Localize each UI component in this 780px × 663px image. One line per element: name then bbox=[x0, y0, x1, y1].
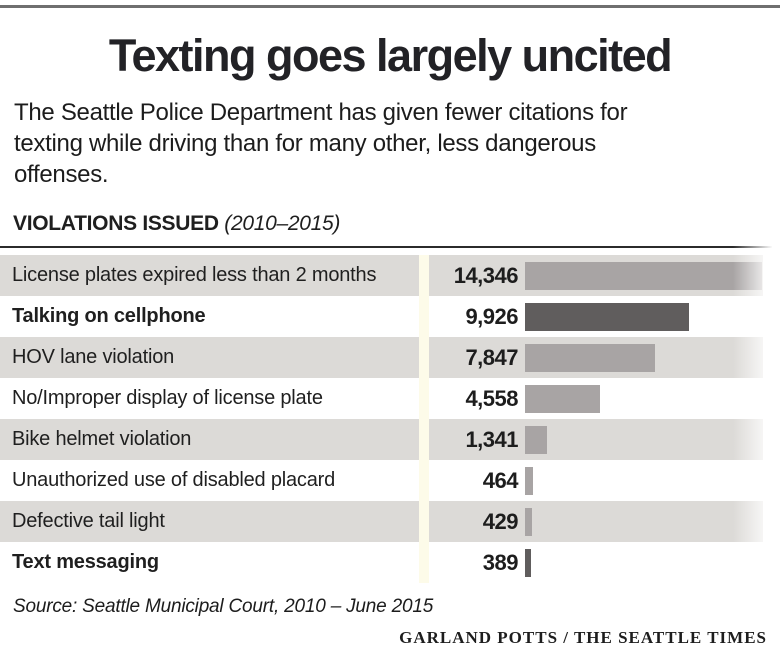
violation-count: 14,346 bbox=[453, 263, 519, 288]
violation-label: No/Improper display of license plate bbox=[12, 387, 323, 409]
violation-bar bbox=[525, 467, 533, 495]
top-divider bbox=[0, 5, 780, 8]
violation-bar bbox=[525, 385, 600, 413]
section-header: VIOLATIONS ISSUED (2010–2015) bbox=[13, 212, 340, 236]
violation-count: 389 bbox=[482, 550, 519, 575]
credit-line: GARLAND POTTS / THE SEATTLE TIMES bbox=[399, 628, 767, 647]
subtitle-line-2: texting while driving than for many othe… bbox=[14, 130, 596, 157]
section-divider bbox=[0, 246, 772, 248]
subtitle: The Seattle Police Department has given … bbox=[14, 97, 774, 190]
violation-label: Bike helmet violation bbox=[12, 428, 192, 450]
violation-count: 429 bbox=[482, 509, 519, 534]
page-title: Texting goes largely uncited bbox=[108, 30, 673, 81]
table-row: License plates expired less than 2 month… bbox=[0, 255, 763, 296]
violation-count: 1,341 bbox=[465, 427, 518, 452]
violation-count: 464 bbox=[482, 468, 519, 493]
table-row: Unauthorized use of disabled placard 464 bbox=[0, 460, 763, 501]
violations-table: License plates expired less than 2 month… bbox=[0, 241, 780, 593]
violation-label: Text messaging bbox=[12, 551, 159, 573]
violation-count: 9,926 bbox=[465, 304, 518, 329]
violation-bar bbox=[525, 508, 532, 536]
violation-bar bbox=[525, 262, 762, 290]
table-rows: License plates expired less than 2 month… bbox=[0, 255, 763, 583]
violation-label: Talking on cellphone bbox=[12, 305, 206, 327]
violation-label: HOV lane violation bbox=[12, 346, 175, 368]
subtitle-line-3: offenses. bbox=[14, 161, 109, 188]
table-row: Bike helmet violation 1,341 bbox=[0, 419, 763, 460]
violation-bar bbox=[525, 344, 655, 372]
violation-count: 7,847 bbox=[465, 345, 518, 370]
section-label: VIOLATIONS ISSUED bbox=[13, 212, 219, 235]
column-gap-band bbox=[419, 255, 429, 583]
violation-bar bbox=[525, 426, 547, 454]
violation-bar bbox=[525, 549, 531, 577]
violation-bar bbox=[525, 303, 689, 331]
table-row: Text messaging 389 bbox=[0, 542, 763, 583]
violation-count: 4,558 bbox=[465, 386, 518, 411]
table-row: Talking on cellphone 9,926 bbox=[0, 296, 763, 337]
subtitle-line-1: The Seattle Police Department has given … bbox=[14, 99, 628, 126]
table-row: HOV lane violation 7,847 bbox=[0, 337, 763, 378]
table-row: No/Improper display of license plate 4,5… bbox=[0, 378, 763, 419]
violation-label: License plates expired less than 2 month… bbox=[12, 264, 377, 286]
section-period: (2010–2015) bbox=[224, 212, 341, 235]
table-row: Defective tail light 429 bbox=[0, 501, 763, 542]
violation-label: Defective tail light bbox=[12, 510, 165, 532]
source-note: Source: Seattle Municipal Court, 2010 – … bbox=[13, 596, 434, 617]
violation-label: Unauthorized use of disabled placard bbox=[12, 469, 336, 491]
